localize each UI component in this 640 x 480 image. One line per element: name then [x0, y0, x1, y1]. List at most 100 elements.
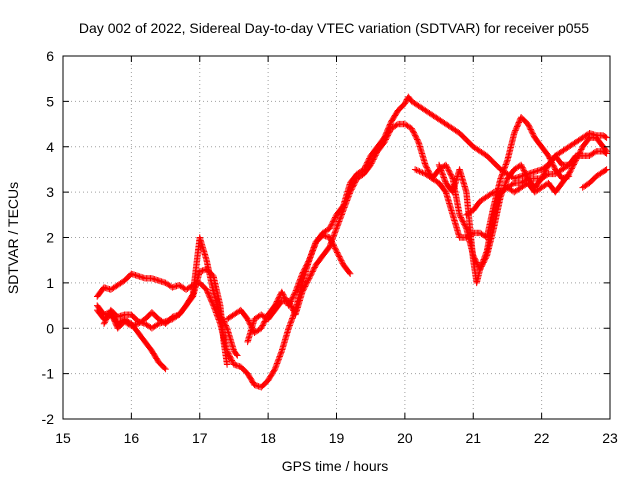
data-point-marker	[279, 291, 287, 298]
data-point-marker	[503, 158, 511, 165]
data-point-marker	[300, 267, 307, 275]
data-point-marker	[188, 292, 196, 299]
data-point-marker	[459, 218, 467, 225]
data-point-marker	[411, 132, 419, 139]
x-tick-label: 19	[329, 430, 345, 446]
data-point-marker	[308, 250, 315, 257]
data-point-marker	[384, 132, 391, 139]
data-point-marker	[381, 139, 388, 146]
data-point-marker	[292, 287, 300, 294]
data-point-marker	[349, 183, 357, 190]
data-point-marker	[500, 166, 507, 174]
data-point-marker	[567, 168, 574, 175]
data-point-marker	[543, 165, 550, 173]
data-point-marker	[223, 323, 230, 331]
data-point-marker	[112, 319, 119, 327]
data-point-marker	[352, 178, 359, 185]
series-track-9	[463, 161, 573, 219]
data-point-marker	[412, 133, 420, 140]
data-point-marker	[329, 218, 337, 225]
data-point-marker	[279, 290, 286, 297]
data-point-marker	[309, 248, 316, 256]
data-point-marker	[222, 322, 229, 329]
data-point-marker	[542, 167, 549, 174]
data-point-marker	[342, 201, 349, 208]
data-point-marker	[303, 280, 310, 287]
data-point-marker	[111, 317, 118, 324]
data-point-marker	[333, 223, 341, 231]
data-point-marker	[306, 273, 314, 281]
data-point-marker	[287, 301, 294, 309]
data-point-marker	[439, 170, 446, 177]
data-point-marker	[338, 257, 345, 264]
data-point-marker	[550, 163, 558, 170]
data-point-marker	[603, 166, 610, 173]
data-point-marker	[519, 164, 526, 171]
data-point-marker	[305, 256, 313, 264]
data-point-marker	[499, 169, 506, 177]
data-point-marker	[305, 258, 312, 265]
data-point-marker	[448, 173, 456, 181]
data-point-marker	[329, 236, 336, 243]
data-point-marker	[567, 166, 575, 174]
data-point-marker	[162, 365, 169, 373]
data-point-marker	[527, 126, 534, 133]
data-point-marker	[422, 163, 430, 170]
data-point-marker	[336, 216, 343, 224]
data-point-marker	[293, 284, 301, 291]
data-point-marker	[422, 161, 429, 169]
data-point-marker	[338, 211, 345, 218]
data-point-marker	[503, 178, 510, 185]
y-axis-label: SDTVAR / TECUs	[5, 182, 21, 294]
data-point-marker	[479, 259, 486, 266]
data-point-marker	[409, 128, 417, 135]
series-track-4	[100, 234, 241, 359]
data-point-marker	[591, 148, 599, 156]
data-point-marker	[573, 155, 580, 163]
data-point-marker	[437, 165, 444, 173]
y-tick-label: 2	[46, 230, 54, 246]
y-tick-label: -1	[42, 366, 55, 382]
data-point-marker	[217, 312, 225, 320]
data-point-marker	[528, 127, 535, 135]
data-point-marker	[439, 171, 446, 178]
data-point-marker	[290, 292, 297, 300]
data-point-marker	[307, 254, 314, 261]
data-point-marker	[300, 286, 307, 293]
data-point-marker	[154, 321, 161, 328]
data-point-marker	[339, 208, 347, 215]
data-point-marker	[602, 146, 609, 154]
data-point-marker	[340, 207, 347, 214]
data-point-marker	[327, 240, 334, 247]
data-point-marker	[311, 241, 319, 249]
data-point-marker	[210, 303, 218, 311]
data-point-marker	[244, 315, 251, 323]
data-point-marker	[310, 245, 317, 253]
data-point-marker	[329, 234, 337, 242]
data-point-marker	[328, 239, 335, 246]
data-point-marker	[564, 162, 571, 170]
data-point-marker	[337, 214, 344, 221]
data-point-marker	[501, 164, 509, 171]
data-point-marker	[288, 316, 295, 324]
data-point-marker	[227, 354, 234, 361]
data-point-marker	[503, 159, 510, 167]
data-point-marker	[299, 269, 307, 276]
data-point-marker	[327, 222, 335, 229]
data-point-marker	[271, 367, 278, 374]
data-point-marker	[441, 177, 449, 184]
data-point-marker	[277, 350, 284, 357]
data-point-marker	[330, 233, 337, 241]
data-point-marker	[543, 164, 551, 171]
data-point-marker	[334, 221, 342, 228]
data-point-marker	[280, 292, 288, 300]
data-point-marker	[345, 193, 352, 200]
data-point-marker	[285, 297, 292, 305]
data-point-marker	[307, 252, 314, 260]
data-point-marker	[299, 270, 306, 277]
data-point-marker	[401, 100, 409, 107]
data-point-marker	[525, 122, 532, 129]
data-point-marker	[566, 169, 573, 176]
data-point-marker	[413, 166, 420, 174]
